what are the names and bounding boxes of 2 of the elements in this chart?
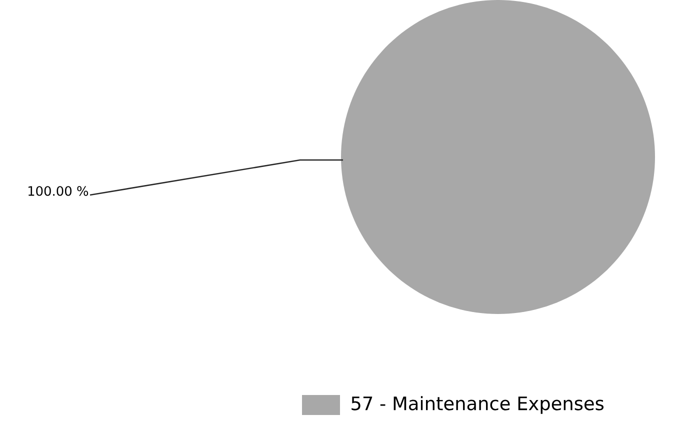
data-label: 100.00 %: [28, 186, 88, 196]
legend-label: 57 - Maintenance Expenses: [352, 396, 604, 414]
